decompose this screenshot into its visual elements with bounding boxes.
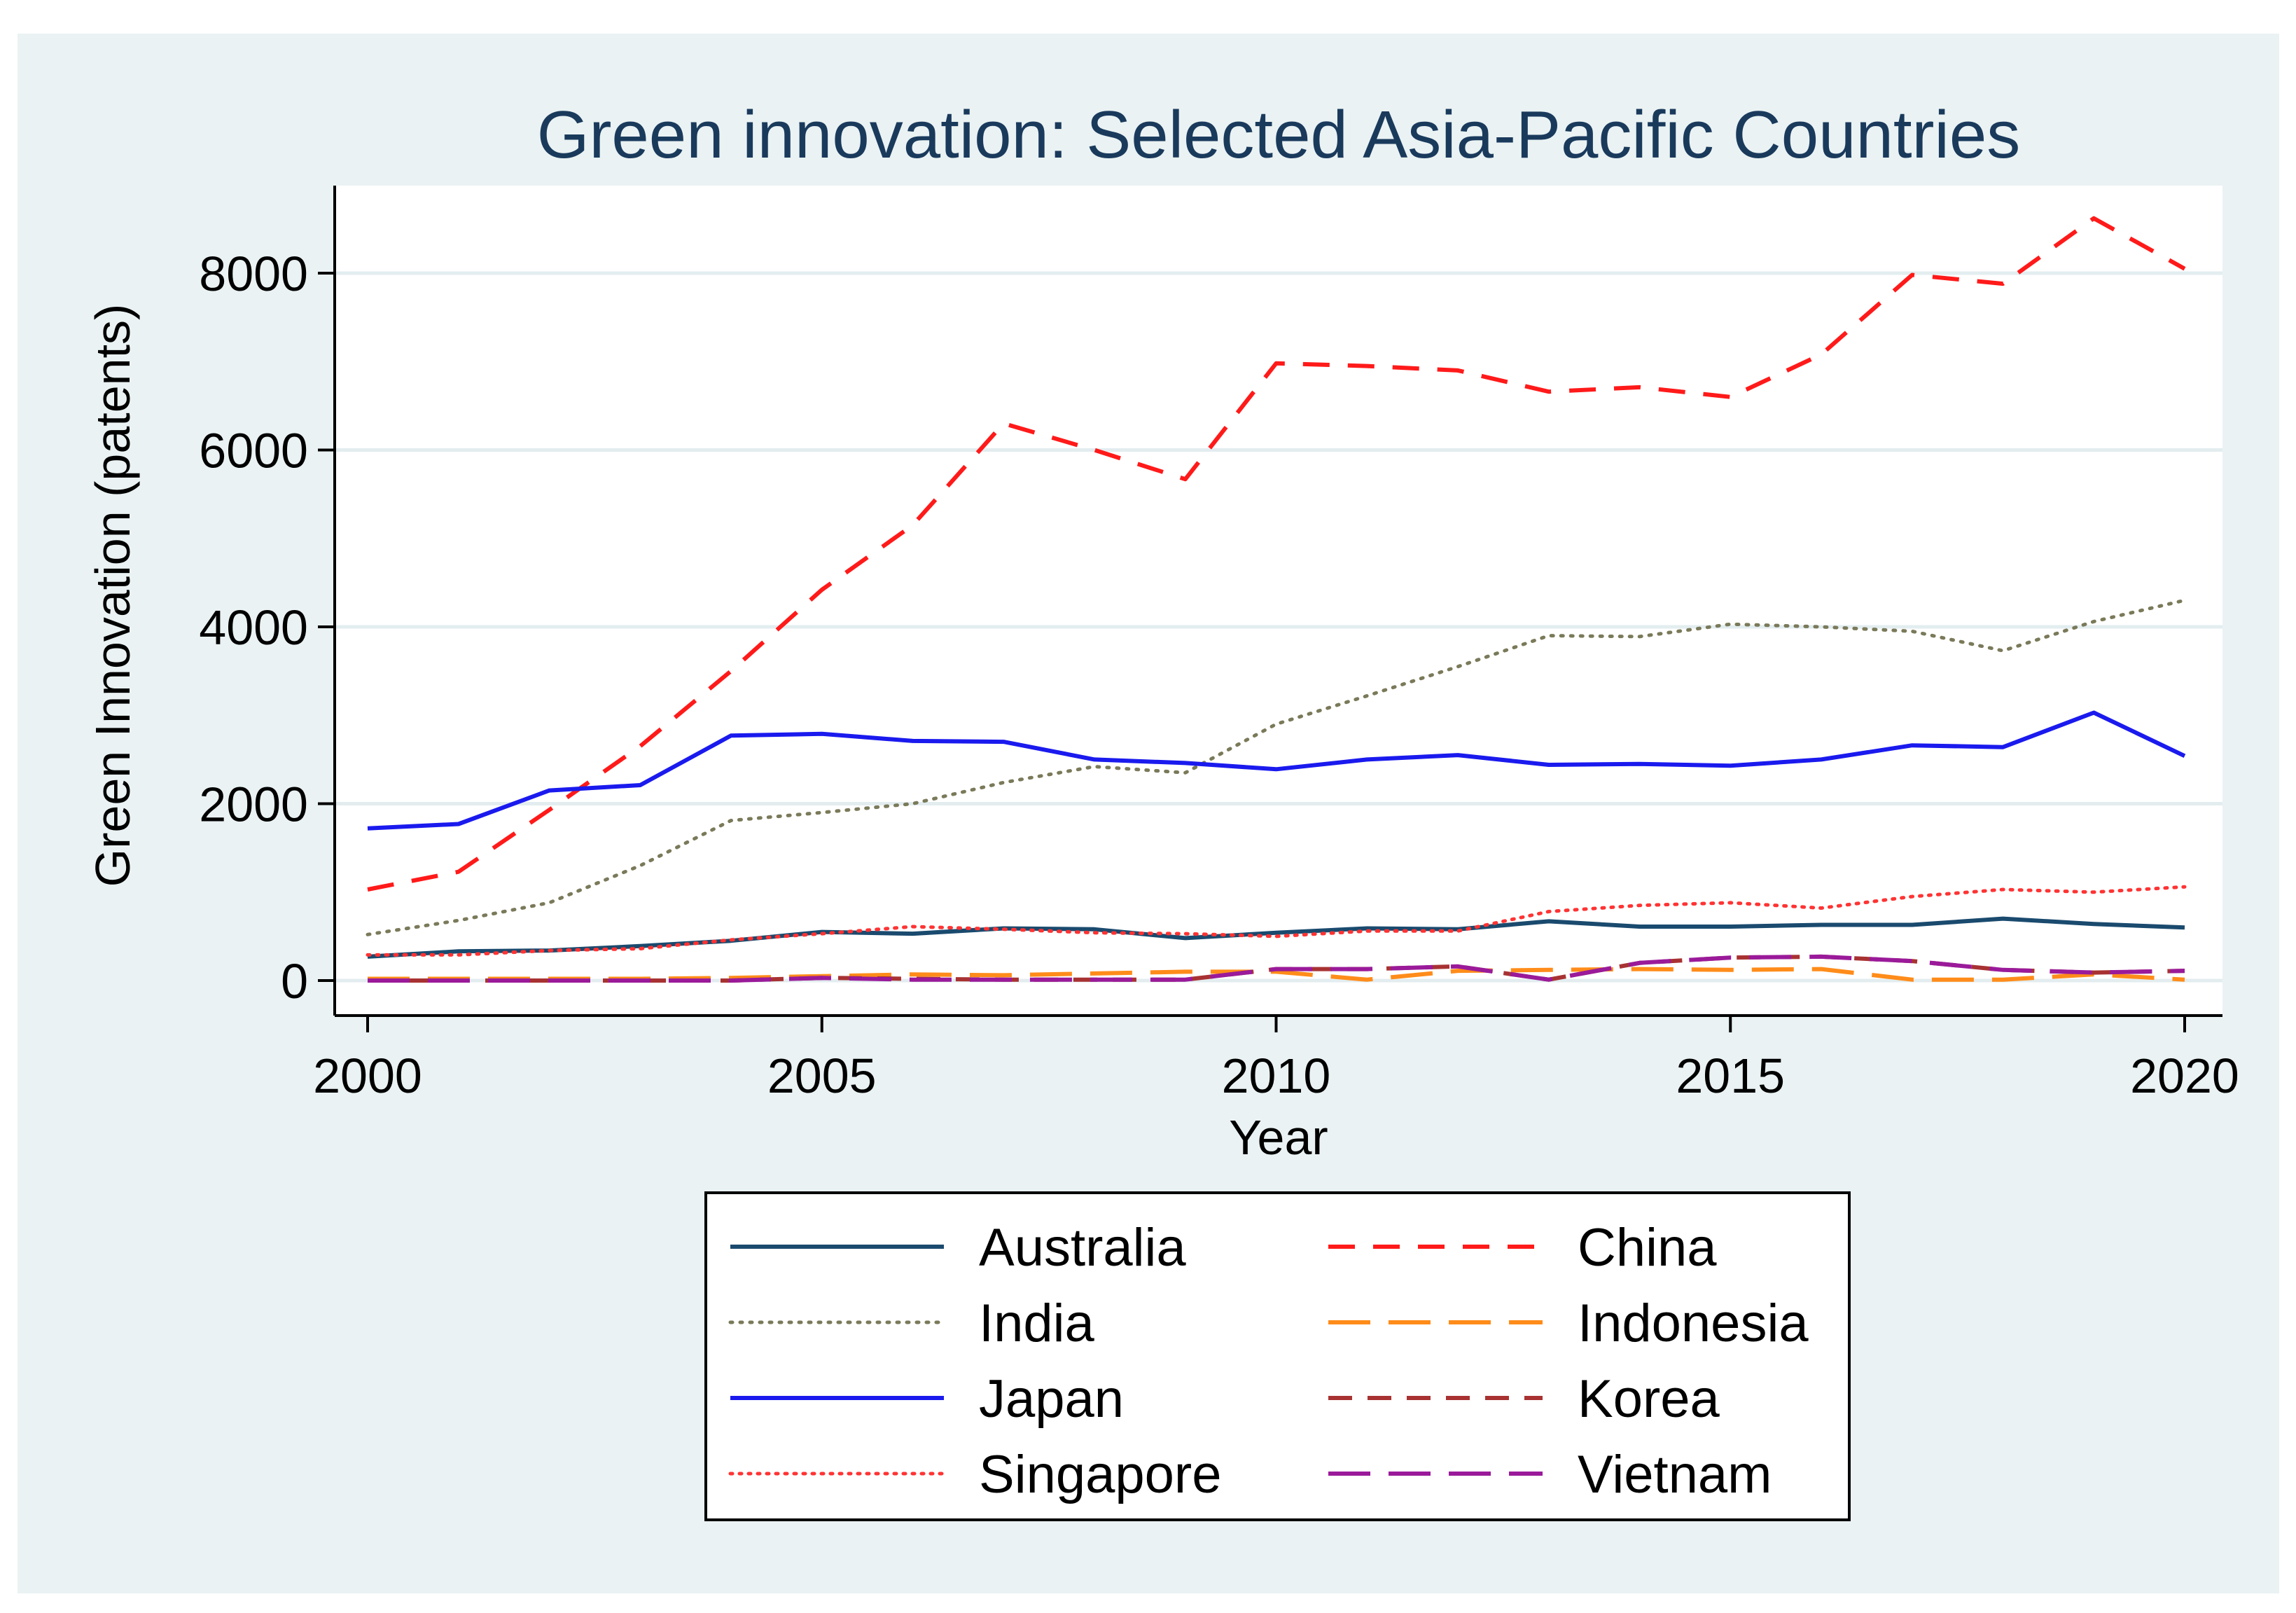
legend-label-vietnam: Vietnam	[1578, 1445, 1772, 1504]
legend-label-japan: Japan	[979, 1369, 1124, 1429]
plot-area	[335, 186, 2222, 1016]
series-line-japan	[367, 710, 2186, 831]
y-tick-label-2: 4000	[199, 600, 308, 655]
x-tick-label-2: 2010	[1222, 1048, 1331, 1103]
x-tick-label-0: 2000	[313, 1048, 422, 1103]
x-tick-label-4: 2020	[2130, 1048, 2239, 1103]
series-lines	[366, 216, 2187, 983]
series-line-singapore	[366, 885, 2187, 957]
y-tick-label-1: 2000	[199, 777, 308, 832]
x-tick-label-3: 2015	[1676, 1048, 1785, 1103]
legend: Australia China India Indonesia Japan Korea Si…	[704, 1191, 1851, 1521]
series-line-india	[366, 598, 2187, 936]
legend-label-korea: Korea	[1578, 1369, 1720, 1429]
y-tick-label-3: 6000	[199, 424, 308, 478]
y-tick-label-4: 8000	[199, 247, 308, 301]
legend-label-indonesia: Indonesia	[1578, 1294, 1809, 1353]
legend-label-singapore: Singapore	[979, 1445, 1222, 1504]
legend-label-australia: Australia	[979, 1218, 1186, 1278]
legend-label-india: India	[979, 1294, 1095, 1353]
legend-label-china: China	[1578, 1218, 1717, 1278]
x-tick-label-1: 2005	[767, 1048, 877, 1103]
y-axis-label: Green Innovation (patents)	[85, 304, 140, 887]
y-tick-label-0: 0	[281, 954, 308, 1009]
chart-title: Green innovation: Selected Asia-Pacific …	[537, 97, 2020, 172]
series-line-china	[367, 216, 2186, 892]
x-axis-label: Year	[1229, 1110, 1328, 1165]
series-line-vietnam	[368, 954, 2185, 983]
